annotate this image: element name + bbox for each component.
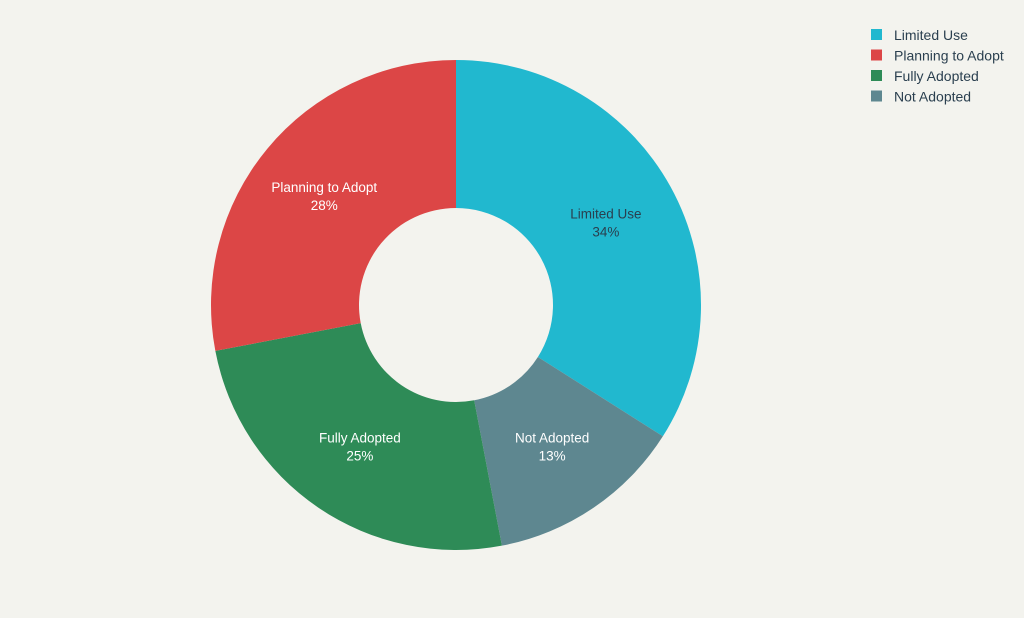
slice-labels: Limited Use 34% Not Adopted 13% Fully Adopte… [271, 180, 641, 463]
legend-swatch [871, 49, 882, 61]
legend-label: Planning to Adopt [894, 48, 1004, 64]
slice-fully-adopted[interactable] [215, 323, 502, 550]
legend-item-fully-adopted[interactable]: Fully Adopted [871, 68, 979, 84]
slice-label-limited-use: Limited Use 34% [570, 207, 641, 240]
pie-slices [211, 60, 701, 550]
slice-limited-use[interactable] [456, 60, 701, 437]
legend-swatch [871, 90, 882, 102]
slice-planning-to-adopt[interactable] [211, 60, 456, 351]
slice-label-planning-to-adopt: Planning to Adopt 28% [271, 180, 377, 213]
legend-label: Not Adopted [894, 89, 971, 105]
slice-not-adopted[interactable] [474, 356, 663, 546]
slice-label-not-adopted: Not Adopted 13% [515, 430, 589, 463]
legend-swatch [871, 70, 882, 81]
legend-label: Limited Use [894, 27, 968, 43]
legend-swatch [871, 29, 882, 40]
legend-label: Fully Adopted [894, 68, 979, 84]
legend-item-not-adopted[interactable]: Not Adopted [871, 89, 971, 105]
legend[interactable]: Limited Use Planning to Adopt Fully Adopte… [871, 27, 1004, 105]
slice-label-fully-adopted: Fully Adopted 25% [319, 430, 401, 463]
legend-item-planning-to-adopt[interactable]: Planning to Adopt [871, 48, 1004, 64]
legend-item-limited-use[interactable]: Limited Use [871, 27, 968, 43]
